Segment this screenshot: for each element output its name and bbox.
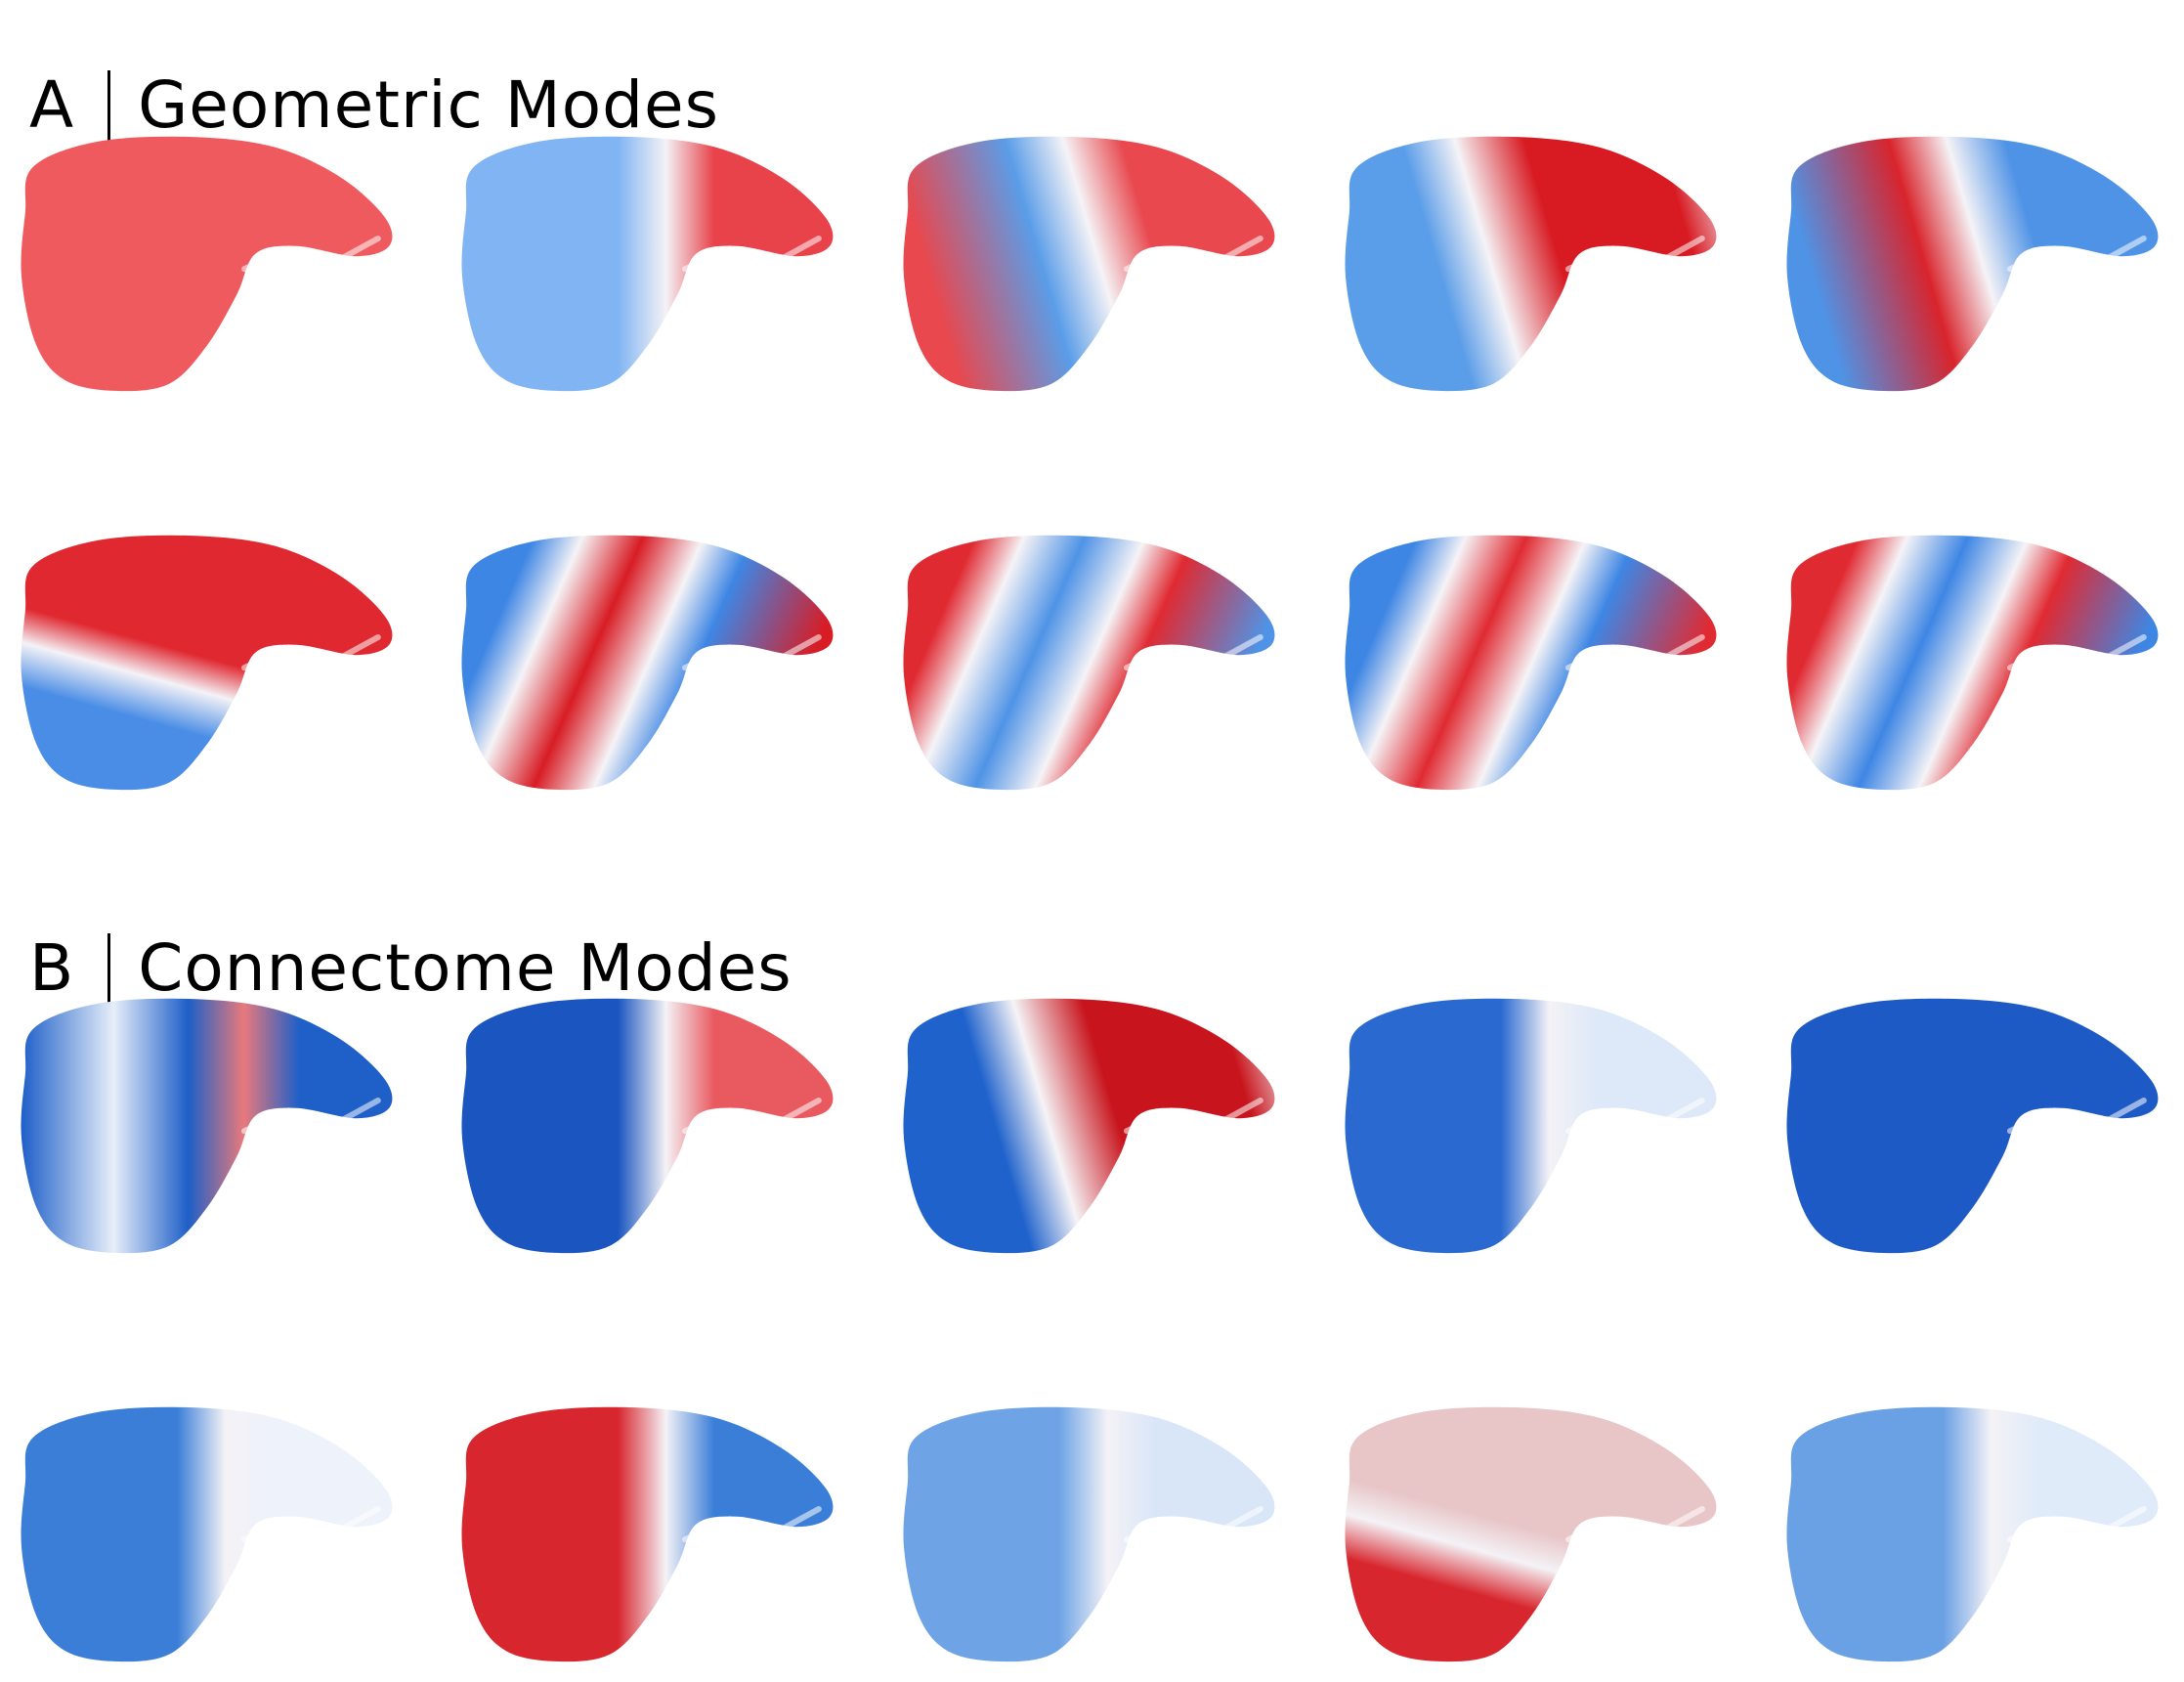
brain-fold: [2007, 634, 2147, 671]
brain-fold: [682, 236, 822, 273]
panel-a-label: A Geometric Modes: [29, 70, 719, 141]
brain-fold: [682, 1098, 822, 1135]
brain-surface: [461, 1406, 834, 1662]
brain-surface: [1786, 136, 2159, 392]
brain-fold: [2007, 1506, 2147, 1543]
brain-fold: [2007, 236, 2147, 273]
brain-fold: [1124, 1506, 1263, 1543]
brain-fold: [1565, 1506, 1705, 1543]
panel-b-mode-6: [21, 1406, 393, 1662]
panel-a-separator: [107, 70, 111, 141]
brain-fold: [1124, 634, 1263, 671]
panel-a-mode-4: [1345, 136, 1717, 392]
brain-surface: [21, 136, 393, 392]
brain-surface: [1345, 1406, 1717, 1662]
brain-surface: [21, 535, 393, 791]
brain-fold: [2007, 1098, 2147, 1135]
brain-fold: [241, 236, 381, 273]
panel-a-letter: A: [29, 67, 75, 143]
brain-fold: [241, 1506, 381, 1543]
panel-b-title: Connectome Modes: [138, 930, 792, 1006]
brain-fold: [241, 1098, 381, 1135]
panel-a-title: Geometric Modes: [138, 67, 720, 143]
brain-surface: [1786, 1406, 2159, 1662]
panel-b-mode-8: [903, 1406, 1275, 1662]
brain-surface: [21, 998, 393, 1254]
brain-fold: [682, 1506, 822, 1543]
panel-a-mode-7: [461, 535, 834, 791]
brain-fold: [1565, 634, 1705, 671]
brain-surface: [1345, 998, 1717, 1254]
panel-b-mode-3: [903, 998, 1275, 1254]
panel-a-mode-6: [21, 535, 393, 791]
brain-fold: [1124, 236, 1263, 273]
panel-b-mode-7: [461, 1406, 834, 1662]
panel-a-mode-9: [1345, 535, 1717, 791]
panel-b-separator: [107, 933, 111, 1004]
panel-b-mode-5: [1786, 998, 2159, 1254]
brain-fold: [1124, 1098, 1263, 1135]
brain-surface: [1786, 998, 2159, 1254]
panel-b-label: B Connectome Modes: [29, 933, 792, 1004]
brain-fold: [1565, 236, 1705, 273]
panel-b-mode-9: [1345, 1406, 1717, 1662]
brain-surface: [461, 136, 834, 392]
brain-surface: [903, 998, 1275, 1254]
panel-b-mode-1: [21, 998, 393, 1254]
panel-a-mode-8: [903, 535, 1275, 791]
brain-surface: [903, 535, 1275, 791]
panel-b-mode-10: [1786, 1406, 2159, 1662]
brain-fold: [682, 634, 822, 671]
brain-surface: [461, 535, 834, 791]
panel-a-mode-5: [1786, 136, 2159, 392]
panel-a-mode-1: [21, 136, 393, 392]
brain-surface: [1345, 136, 1717, 392]
brain-surface: [903, 136, 1275, 392]
panel-b-mode-2: [461, 998, 834, 1254]
brain-surface: [21, 1406, 393, 1662]
brain-fold: [241, 634, 381, 671]
panel-a-mode-2: [461, 136, 834, 392]
panel-b-letter: B: [29, 930, 75, 1006]
brain-surface: [1786, 535, 2159, 791]
panel-a-mode-10: [1786, 535, 2159, 791]
brain-fold: [1565, 1098, 1705, 1135]
brain-surface: [1345, 535, 1717, 791]
panel-b-mode-4: [1345, 998, 1717, 1254]
brain-surface: [903, 1406, 1275, 1662]
panel-a-mode-3: [903, 136, 1275, 392]
brain-surface: [461, 998, 834, 1254]
